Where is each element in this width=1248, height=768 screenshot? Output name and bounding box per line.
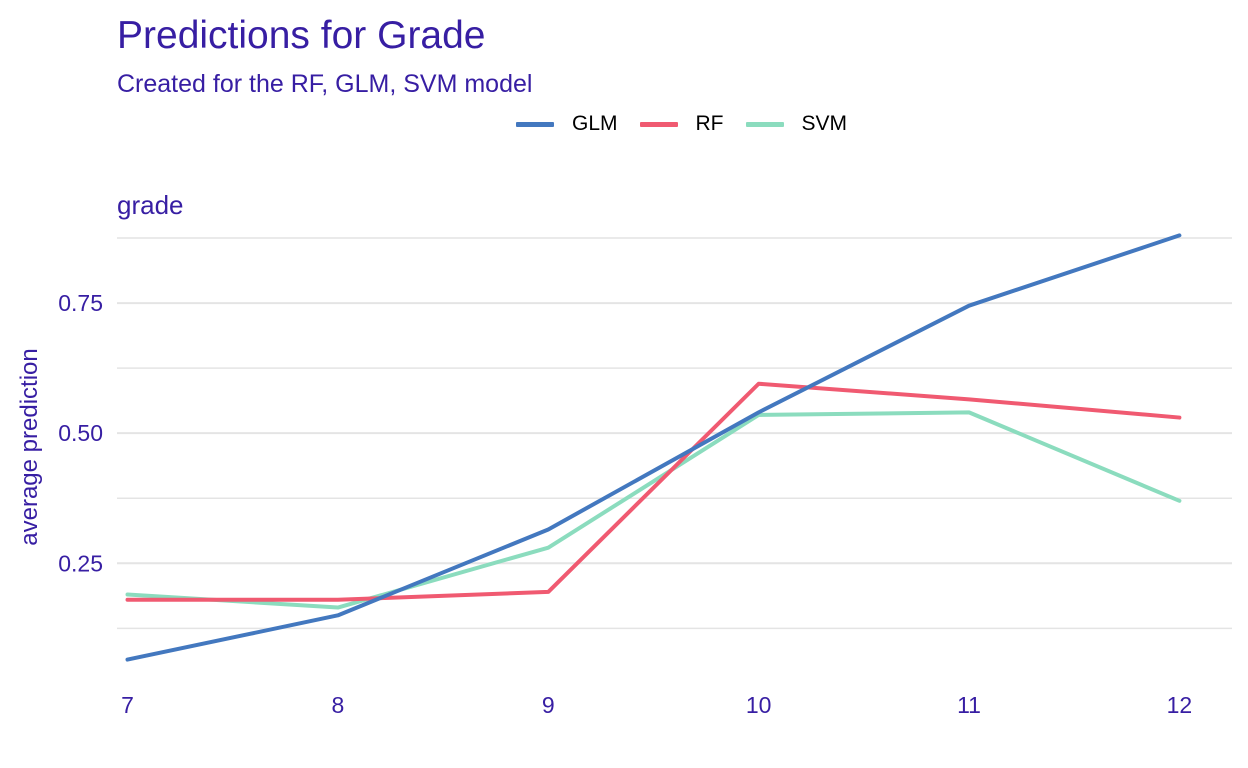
legend-item-svm: SVM <box>745 112 848 136</box>
legend-swatch-svm <box>745 121 784 127</box>
series-line-glm <box>125 233 1182 662</box>
chart-subtitle: Created for the RF, GLM, SVM model <box>117 70 533 98</box>
panel-label: grade <box>117 190 184 220</box>
x-tick-label: 7 <box>121 692 134 718</box>
x-tick-label: 12 <box>1167 692 1193 718</box>
x-tick-label: 10 <box>746 692 772 718</box>
chart-title: Predictions for Grade <box>117 14 486 57</box>
y-tick-label: 0.50 <box>58 420 103 446</box>
series-line-svm <box>125 410 1182 610</box>
legend: GLM RF SVM <box>516 110 869 138</box>
y-tick-label: 0.75 <box>58 290 103 316</box>
legend-label-svm: SVM <box>801 112 848 135</box>
y-tick-label: 0.25 <box>58 550 103 576</box>
legend-item-glm: GLM <box>516 112 618 136</box>
legend-swatch-glm <box>516 121 554 127</box>
legend-item-rf: RF <box>639 112 724 136</box>
x-tick-label: 9 <box>542 692 555 718</box>
series-line-rf <box>125 381 1182 602</box>
legend-label-rf: RF <box>695 112 724 135</box>
x-tick-label: 8 <box>331 692 344 718</box>
legend-label-glm: GLM <box>572 112 618 135</box>
legend-swatch-rf <box>639 121 678 127</box>
x-tick-label: 11 <box>957 692 981 718</box>
